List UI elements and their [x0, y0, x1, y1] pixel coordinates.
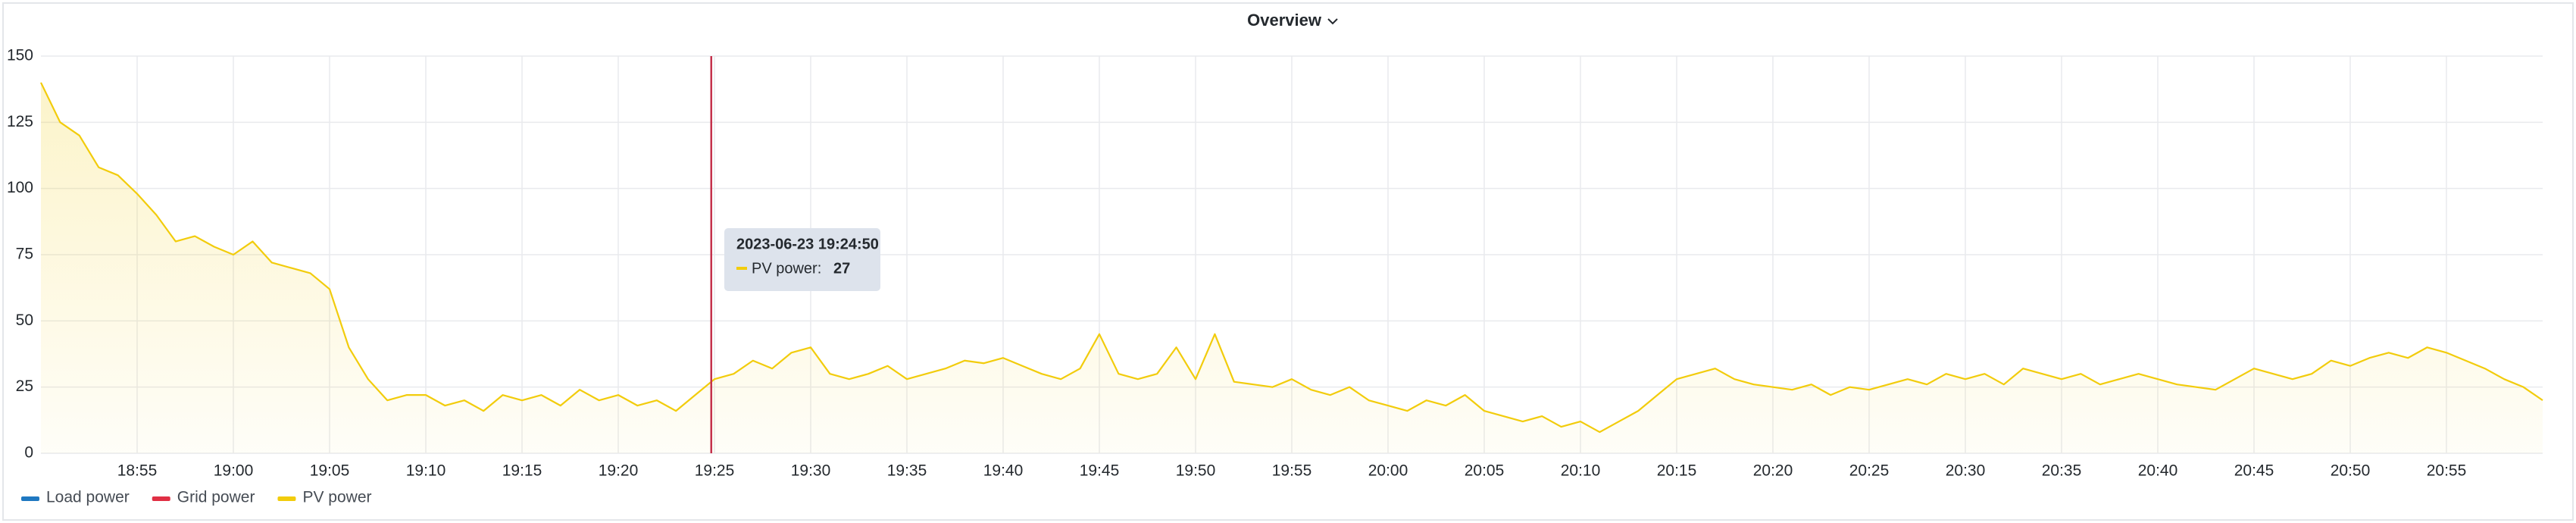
legend-label[interactable]: Grid power	[177, 489, 255, 506]
x-tick-label: 20:45	[2234, 462, 2274, 480]
legend-swatch	[277, 496, 296, 501]
x-tick-label: 19:45	[1080, 462, 1120, 480]
y-tick-label: 75	[16, 246, 33, 263]
series-area	[41, 82, 2543, 453]
x-tick-label: 19:50	[1176, 462, 1216, 480]
x-tick-label: 19:55	[1272, 462, 1312, 480]
x-tick-label: 20:00	[1368, 462, 1408, 480]
tooltip-time: 2023-06-23 19:24:50	[736, 236, 879, 252]
legend-swatch	[21, 496, 39, 501]
x-tick-label: 19:30	[791, 462, 831, 480]
y-tick-label: 25	[16, 377, 33, 395]
y-tick-label: 125	[7, 113, 33, 130]
x-tick-label: 20:35	[2042, 462, 2082, 480]
y-tick-label: 100	[7, 179, 33, 196]
x-tick-label: 18:55	[117, 462, 158, 480]
x-tick-label: 19:35	[887, 462, 927, 480]
x-tick-label: 19:20	[599, 462, 639, 480]
tooltip	[724, 228, 880, 291]
x-tick-label: 20:05	[1465, 462, 1505, 480]
x-tick-label: 19:40	[983, 462, 1024, 480]
chart-title[interactable]: Overview	[1247, 11, 1322, 30]
x-tick-label: 20:10	[1561, 462, 1601, 480]
title-chevron[interactable]	[1327, 18, 1338, 25]
y-tick-label: 0	[24, 444, 33, 462]
x-tick-label: 19:10	[406, 462, 446, 480]
legend-label[interactable]: PV power	[302, 489, 371, 506]
x-tick-label: 20:15	[1657, 462, 1697, 480]
x-tick-label: 19:25	[695, 462, 735, 480]
x-tick-label: 20:25	[1849, 462, 1890, 480]
x-tick-label: 20:20	[1753, 462, 1793, 480]
y-tick-label: 150	[7, 47, 33, 64]
legend-label[interactable]: Load power	[46, 489, 130, 506]
x-tick-label: 19:00	[214, 462, 254, 480]
x-tick-label: 20:50	[2331, 462, 2371, 480]
x-tick-label: 20:55	[2427, 462, 2467, 480]
legend-swatch	[152, 496, 170, 501]
x-tick-label: 19:05	[310, 462, 350, 480]
y-tick-label: 50	[16, 312, 33, 329]
tooltip-label: PV power:	[752, 260, 821, 277]
tooltip-value: 27	[833, 260, 850, 277]
series-line	[40, 82, 2543, 434]
x-tick-label: 20:40	[2138, 462, 2178, 480]
x-tick-label: 19:15	[502, 462, 542, 480]
x-tick-label: 20:30	[1946, 462, 1986, 480]
